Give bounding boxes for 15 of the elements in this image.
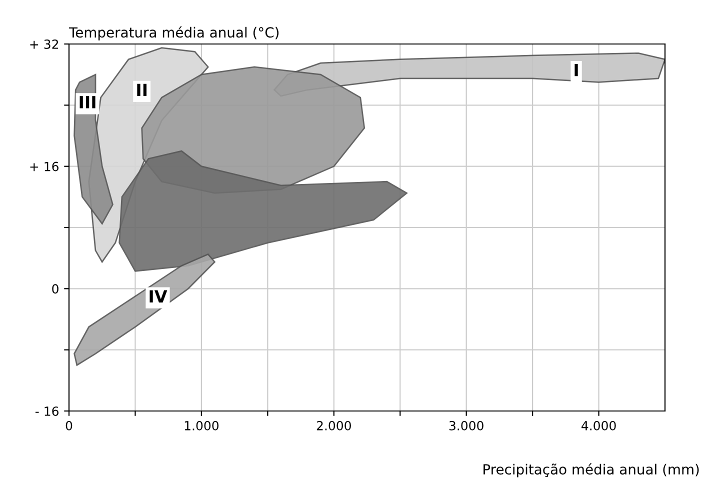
x-tick-label: 3.000 bbox=[449, 420, 484, 430]
annotation: IV bbox=[150, 290, 168, 302]
y-tick-label: + 16 bbox=[30, 162, 58, 172]
annotation: I bbox=[574, 64, 578, 76]
x-tick-label: 2.000 bbox=[316, 420, 351, 430]
y-tick-label: - 16 bbox=[36, 406, 58, 416]
y-tick-label: + 32 bbox=[30, 39, 58, 49]
y-tick-label: 0 bbox=[52, 284, 58, 294]
x-tick-label: 1.000 bbox=[184, 420, 219, 430]
x-tick-label: 0 bbox=[66, 420, 72, 430]
x-axis-title: Precipitação média anual (mm) bbox=[484, 463, 699, 478]
x-tick-label: 4.000 bbox=[581, 420, 616, 430]
annotation: II bbox=[137, 84, 147, 96]
y-axis-title: Temperatura média anual (°C) bbox=[68, 26, 279, 40]
annotation: III bbox=[80, 96, 96, 108]
